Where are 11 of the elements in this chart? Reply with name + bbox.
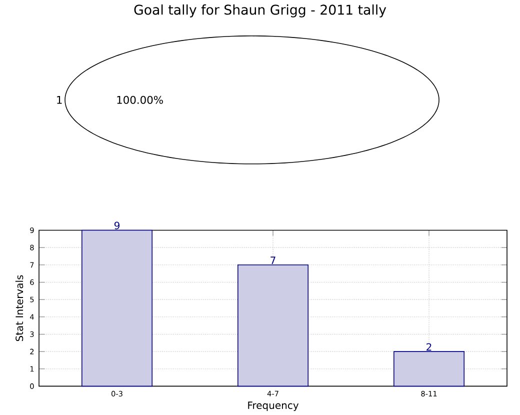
y-axis-title: Stat Intervals [15,274,24,341]
data-label: 7 [270,256,276,264]
x-axis-title: Frequency [248,401,299,411]
chart-title: Goal tally for Shaun Grigg - 2011 tally [134,4,386,18]
data-label: 9 [114,222,120,230]
bar [394,350,464,386]
slice-label: 1 [57,96,62,104]
bar [82,230,153,386]
bar [238,264,309,386]
data-label: 2 [426,342,432,350]
data-label: 100.00% [117,96,163,104]
